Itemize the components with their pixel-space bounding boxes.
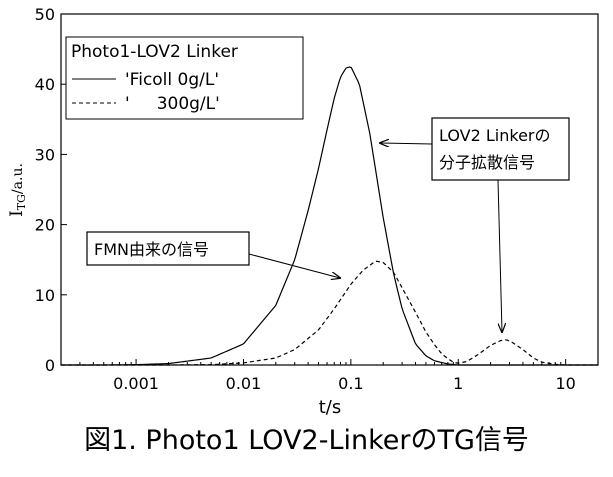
series-layer	[61, 66, 598, 366]
y-tick-label: 30	[35, 145, 55, 164]
legend-label-ficoll-0: 'Ficoll 0g/L'	[125, 70, 219, 90]
y-tick-label: 50	[35, 5, 55, 24]
legend-label-300: ' 300g/L'	[125, 94, 220, 114]
series-300-line	[61, 260, 598, 366]
annotation-lov2-line2: 分子拡散信号	[439, 153, 535, 172]
annotation-fmn-text: FMN由来の信号	[94, 240, 209, 259]
figure-caption: 図1. Photo1 LOV2-LinkerのTG信号	[84, 425, 529, 456]
y-axis: 0 10 20 30 40 50	[35, 5, 67, 375]
x-tick-label: 0.001	[113, 374, 159, 393]
y-axis-label-sub: TG	[15, 194, 28, 210]
y-tick-label: 20	[35, 216, 55, 235]
annotation-lov2-line1: LOV2 Linkerの	[439, 126, 551, 145]
series-ficoll-0-line	[61, 66, 598, 366]
y-tick-label: 0	[45, 356, 55, 375]
y-axis-label: ITG/a.u.	[7, 163, 28, 217]
annotation-fmn-box	[86, 231, 250, 266]
arrow-lov2-to-solid-peak	[380, 143, 433, 144]
arrow-lov2-to-second-peak	[497, 179, 502, 332]
legend-box	[65, 36, 304, 120]
annotation-lov2-linker: LOV2 Linkerの 分子拡散信号	[431, 117, 570, 181]
tg-signal-chart: 0 10 20 30 40 50 0.001 0.01 0.1 1 10 t/s ITG/a.u.…	[7, 5, 599, 418]
x-tick-label: 10	[555, 374, 575, 393]
x-axis: 0.001 0.01 0.1 1 10	[60, 359, 599, 393]
x-tick-label: 0.1	[338, 374, 363, 393]
x-tick-label: 0.01	[226, 374, 262, 393]
arrow-fmn-to-dashed-peak	[248, 253, 340, 278]
y-tick-label: 40	[35, 75, 55, 94]
plot-area-frame	[60, 13, 599, 366]
x-axis-label: t/s	[319, 397, 342, 418]
y-axis-label-main: I	[7, 210, 27, 217]
legend: Photo1-LOV2 Linker 'Ficoll 0g/L' ' 300g/…	[65, 36, 304, 120]
y-axis-label-rest: /a.u.	[10, 163, 26, 194]
legend-title: Photo1-LOV2 Linker	[71, 42, 238, 62]
annotation-lov2-box	[431, 117, 570, 181]
y-tick-label: 10	[35, 286, 55, 305]
x-tick-label: 1	[453, 374, 463, 393]
annotation-fmn: FMN由来の信号	[86, 231, 250, 266]
